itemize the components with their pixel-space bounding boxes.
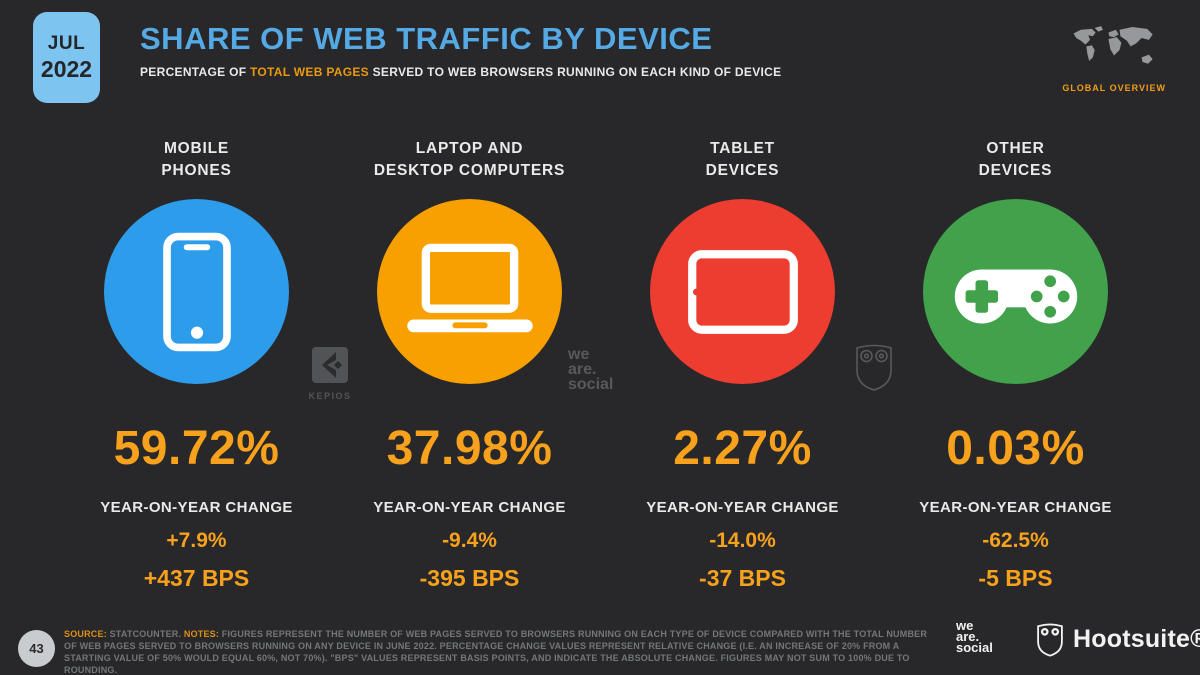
we-are-social-line: are. [568,361,597,378]
we-are-social-line: social [568,376,614,393]
share-value: 0.03% [946,422,1085,475]
we-are-social-line: we [568,346,590,363]
hootsuite-owl-watermark [854,341,894,398]
hootsuite-wordmark: Hootsuite® [1073,625,1200,653]
notes-label: NOTES: [183,629,220,639]
device-circle-mobile [104,199,289,384]
hootsuite-owl-icon [1037,623,1063,657]
kepios-logo-icon [312,347,348,383]
we-are-social-line: are. [956,629,980,644]
world-map-icon [1073,26,1153,64]
subtitle-prefix: PERCENTAGE OF [140,65,250,79]
device-column-mobile: MOBILE PHONES 59.72% YEAR-ON-YEAR CHANGE… [60,138,333,592]
yoy-bps-value: -37 BPS [699,565,786,591]
device-column-laptop-desktop: LAPTOP AND DESKTOP COMPUTERS 37.98% YEAR… [333,138,606,592]
page-number: 43 [29,641,44,656]
device-column-other: OTHER DEVICES 0.03% YEAR-ON-YEAR CHANGE [879,138,1152,592]
region-indicator: GLOBAL OVERVIEW [1062,24,1166,93]
share-value: 59.72% [113,422,280,475]
yoy-percent-value: +7.9% [166,529,227,552]
device-label-line2: DEVICES [978,161,1053,179]
yoy-change-label: YEAR-ON-YEAR CHANGE [373,499,566,516]
hootsuite-logo: Hootsuite® [1036,622,1200,657]
we-are-social-line: social [956,640,993,655]
tablet-icon [687,249,798,334]
device-label-line2: DESKTOP COMPUTERS [373,161,566,179]
date-badge-month: JUL [47,32,86,54]
page-number-badge: 43 [18,630,55,667]
device-columns: MOBILE PHONES 59.72% YEAR-ON-YEAR CHANGE… [60,138,1152,592]
date-badge: JUL 2022 [33,12,100,103]
yoy-bps-value: -5 BPS [978,565,1053,591]
header: SHARE OF WEB TRAFFIC BY DEVICE PERCENTAG… [140,21,781,79]
device-label: TABLET DEVICES [606,138,879,184]
source-notes: SOURCE: STATCOUNTER. NOTES: FIGURES REPR… [64,628,942,675]
device-circle-laptop [377,199,562,384]
yoy-percent-value: -14.0% [709,529,776,552]
notes-value: FIGURES REPRESENT THE NUMBER OF WEB PAGE… [64,629,928,675]
yoy-bps-value: -395 BPS [419,565,520,591]
page-subtitle: PERCENTAGE OF TOTAL WEB PAGES SERVED TO … [140,65,781,79]
yoy-change-label: YEAR-ON-YEAR CHANGE [646,499,839,516]
device-label-line1: TABLET [710,140,775,157]
we-are-social-watermark: we are. social [568,346,614,393]
yoy-bps-value: +437 BPS [143,565,250,591]
subtitle-suffix: SERVED TO WEB BROWSERS RUNNING ON EACH K… [368,65,782,79]
date-badge-year: 2022 [40,55,93,82]
kepios-watermark: KEPIOS [300,347,360,401]
share-value: 37.98% [386,422,553,475]
yoy-percent-value: -62.5% [982,529,1049,552]
owl-icon [856,344,892,391]
share-value: 2.27% [673,422,812,475]
we-are-social-line: we [956,618,974,633]
smartphone-icon [162,232,231,351]
region-label: GLOBAL OVERVIEW [1062,83,1166,93]
device-label-line1: LAPTOP AND [415,140,524,157]
device-column-tablet: TABLET DEVICES 2.27% YEAR-ON-YEAR CHANGE… [606,138,879,592]
source-notes-text: SOURCE: STATCOUNTER. NOTES: FIGURES REPR… [64,628,942,675]
yoy-percent-value: -9.4% [442,529,497,552]
subtitle-highlight: TOTAL WEB PAGES [250,65,369,79]
source-label: SOURCE: [64,629,107,639]
device-circle-tablet [650,199,835,384]
gamepad-icon [954,269,1077,323]
yoy-change-label: YEAR-ON-YEAR CHANGE [919,499,1112,516]
device-label-line1: MOBILE [163,140,230,157]
source-value: STATCOUNTER. [106,629,184,639]
laptop-icon [406,243,533,332]
page-title: SHARE OF WEB TRAFFIC BY DEVICE [140,21,713,56]
device-label: LAPTOP AND DESKTOP COMPUTERS [333,138,606,184]
device-label: OTHER DEVICES [879,138,1152,184]
kepios-watermark-label: KEPIOS [308,391,352,401]
device-label-line2: PHONES [161,161,232,179]
device-label-line1: OTHER [986,140,1045,157]
device-label: MOBILE PHONES [60,138,333,184]
device-circle-other [923,199,1108,384]
yoy-change-label: YEAR-ON-YEAR CHANGE [100,499,293,516]
we-are-social-logo: we are. social [956,618,993,655]
device-label-line2: DEVICES [705,161,780,179]
